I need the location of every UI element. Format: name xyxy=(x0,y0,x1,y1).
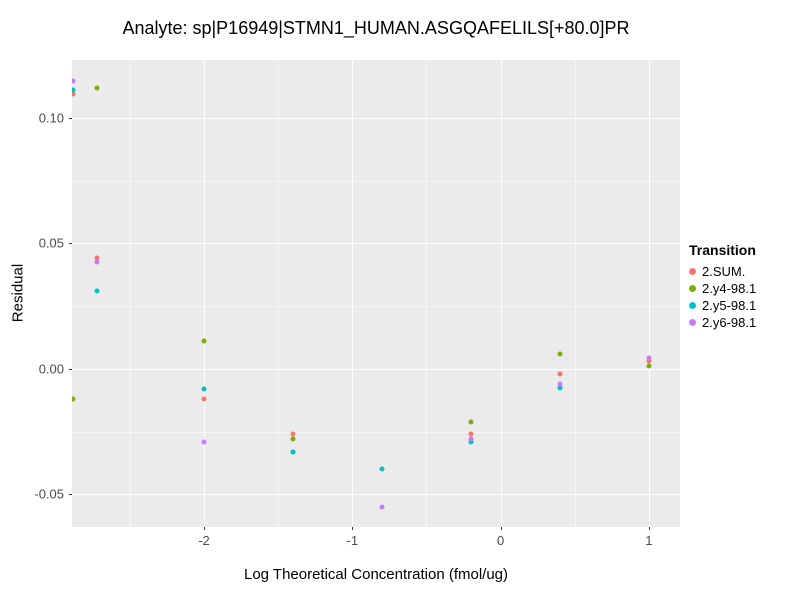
y-major-gridline xyxy=(72,117,680,119)
data-point xyxy=(94,288,100,294)
y-tick-label: 0.10 xyxy=(38,110,64,126)
data-point xyxy=(646,363,652,369)
legend-item: 2.y5-98.1 xyxy=(689,297,756,314)
x-tick-label: 1 xyxy=(645,533,653,548)
data-point xyxy=(290,436,296,442)
data-point xyxy=(290,431,296,437)
data-point xyxy=(72,91,76,97)
data-point xyxy=(201,386,207,392)
x-minor-gridline xyxy=(129,60,131,527)
y-tick-label: 0.05 xyxy=(38,235,64,251)
legend-item-label: 2.y6-98.1 xyxy=(702,315,757,330)
legend-item: 2.y6-98.1 xyxy=(689,314,756,331)
x-minor-gridline xyxy=(278,60,280,527)
data-point xyxy=(557,385,563,391)
y-tick-mark xyxy=(69,494,72,496)
legend-item-label: 2.y4-98.1 xyxy=(702,281,757,296)
legend-swatch xyxy=(689,285,696,292)
data-point xyxy=(557,381,563,387)
x-minor-gridline xyxy=(574,60,576,527)
data-point xyxy=(646,355,652,361)
legend-title: Transition xyxy=(689,242,756,258)
x-tick-mark xyxy=(352,527,354,530)
data-point xyxy=(201,439,207,445)
legend-swatch xyxy=(689,268,696,275)
data-point xyxy=(201,338,207,344)
legend-item: 2.SUM. xyxy=(689,263,756,280)
x-major-gridline xyxy=(203,60,205,527)
y-minor-gridline xyxy=(72,306,680,308)
legend-item-label: 2.y5-98.1 xyxy=(702,298,757,313)
x-major-gridline xyxy=(648,60,650,527)
y-tick-label: 0.00 xyxy=(38,361,64,377)
x-tick-mark xyxy=(203,527,205,530)
y-axis-label: Residual xyxy=(9,263,27,323)
x-tick-label: -2 xyxy=(198,533,210,548)
data-point xyxy=(557,351,563,357)
data-point xyxy=(72,78,76,84)
data-point xyxy=(646,358,652,364)
y-major-gridline xyxy=(72,368,680,370)
data-point xyxy=(72,87,76,93)
x-tick-label: -1 xyxy=(346,533,359,548)
data-point xyxy=(468,439,474,445)
y-major-gridline xyxy=(72,243,680,245)
plot-panel xyxy=(72,60,680,527)
x-tick-mark xyxy=(500,527,502,530)
x-tick-label: 0 xyxy=(496,533,505,548)
x-major-gridline xyxy=(500,60,502,527)
data-point xyxy=(379,466,385,472)
legend-items: 2.SUM. 2.y4-98.1 2.y5-98.1 2.y6-98.1 xyxy=(689,263,756,331)
legend-swatch xyxy=(689,319,696,326)
y-major-gridline xyxy=(72,494,680,496)
data-point xyxy=(201,396,207,402)
y-tick-mark xyxy=(69,368,72,370)
y-tick-label: -0.05 xyxy=(34,486,64,502)
x-major-gridline xyxy=(352,60,354,527)
legend-item-label: 2.SUM. xyxy=(702,264,746,279)
legend-swatch xyxy=(689,302,696,309)
y-minor-gridline xyxy=(72,431,680,433)
chart-title: Analyte: sp|P16949|STMN1_HUMAN.ASGQAFELI… xyxy=(122,18,630,38)
data-point xyxy=(557,371,563,377)
data-point xyxy=(72,396,76,402)
y-tick-mark xyxy=(69,243,72,245)
x-axis-label: Log Theoretical Concentration (fmol/ug) xyxy=(243,566,509,583)
legend-item: 2.y4-98.1 xyxy=(689,280,756,297)
data-point xyxy=(94,85,100,91)
data-point xyxy=(379,504,385,510)
x-minor-gridline xyxy=(426,60,428,527)
data-point xyxy=(94,255,100,261)
x-tick-mark xyxy=(648,527,650,530)
y-minor-gridline xyxy=(72,180,680,182)
data-point xyxy=(94,259,100,265)
legend: Transition 2.SUM. 2.y4-98.1 2.y5-98.1 2.y6-… xyxy=(689,242,756,331)
data-point xyxy=(468,431,474,437)
data-point xyxy=(468,419,474,425)
y-tick-mark xyxy=(69,117,72,119)
data-point xyxy=(290,449,296,455)
data-point xyxy=(468,436,474,442)
